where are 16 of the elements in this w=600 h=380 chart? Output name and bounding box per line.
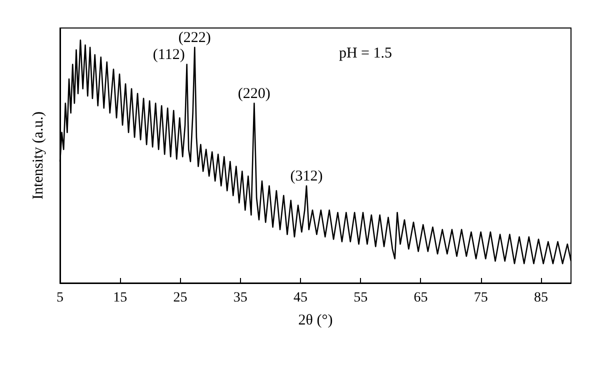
annotation: (222) [178, 30, 211, 46]
annotation: (112) [152, 46, 185, 63]
y-axis-title: Intensity (a.u.) [30, 112, 46, 200]
x-tick-label: 75 [474, 290, 488, 306]
x-tick-label: 5 [56, 290, 64, 306]
x-tick-label: 65 [414, 290, 428, 306]
x-tick-label: 55 [354, 290, 368, 306]
x-tick-label: 45 [293, 290, 308, 306]
x-tick-label: 25 [173, 290, 188, 306]
x-tick-label: 35 [233, 290, 248, 306]
annotation: (312) [290, 168, 323, 184]
annotation: pH = 1.5 [338, 46, 392, 62]
annotation: (220) [238, 86, 270, 102]
x-axis-title: 2θ (°) [298, 312, 333, 328]
x-tick-label: 15 [113, 290, 128, 306]
x-tick-label: 85 [534, 290, 548, 306]
